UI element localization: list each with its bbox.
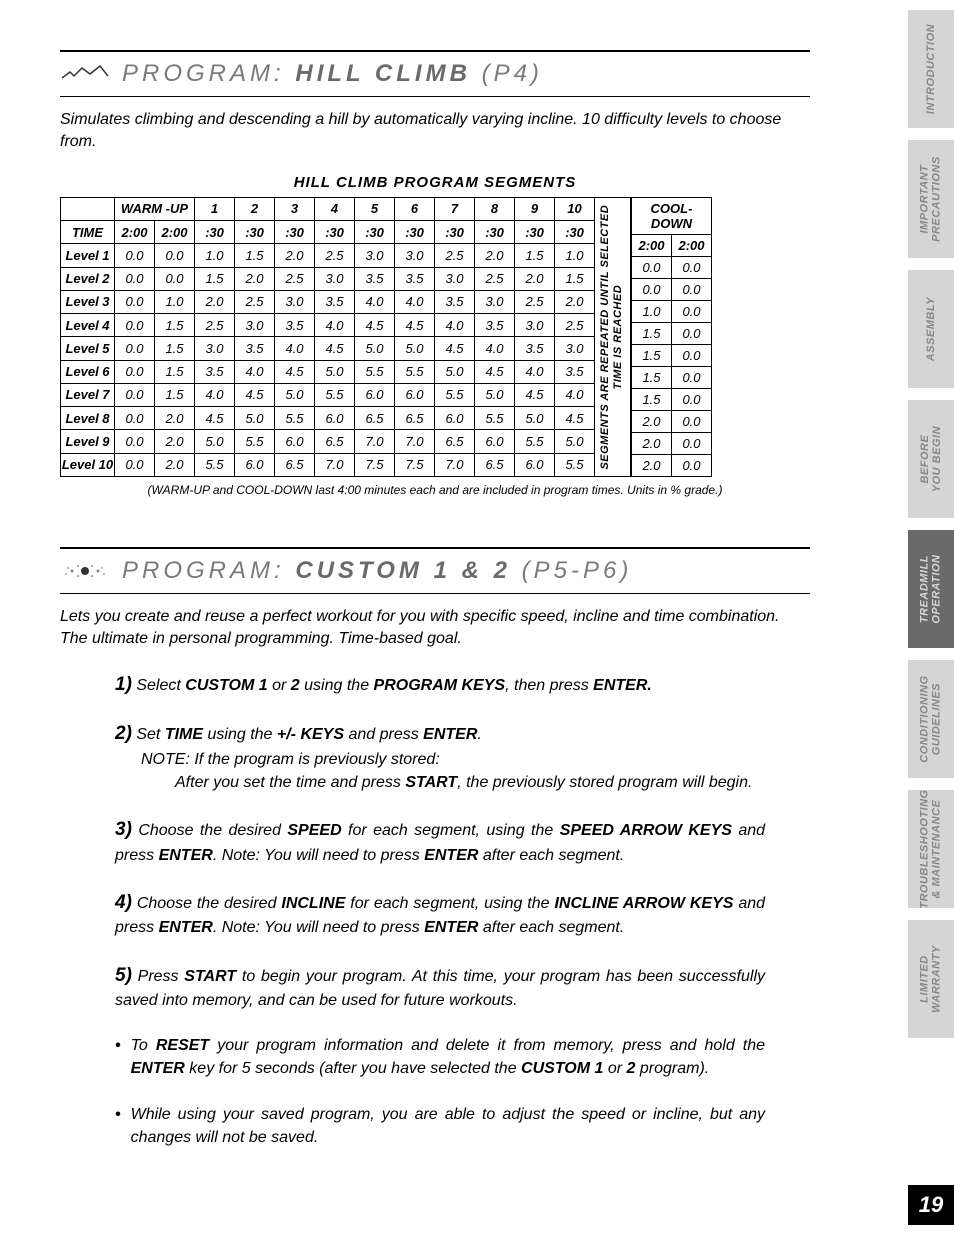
steps-list: 1) Select CUSTOM 1 or 2 using the PROGRA… xyxy=(115,671,765,1149)
custom-icon xyxy=(60,561,110,581)
sidebar-tab[interactable]: LIMITEDWARRANTY xyxy=(908,920,954,1038)
sidebar-tab[interactable]: TROUBLESHOOTING& MAINTENANCE xyxy=(908,790,954,908)
step-2-note2: After you set the time and press START, … xyxy=(175,771,765,794)
section2-description: Lets you create and reuse a perfect work… xyxy=(60,606,810,651)
bullet-2: • While using your saved program, you ar… xyxy=(115,1103,765,1149)
repeat-text-2: TIME IS REACHED xyxy=(613,284,625,389)
segments-table-wrap: WARM -UP12345678910TIME2:002:00:30:30:30… xyxy=(60,197,810,477)
section2-title-prefix: PROGRAM: xyxy=(122,557,285,584)
section2-title-main: CUSTOM 1 & 2 xyxy=(295,557,511,584)
step-4-num: 4) xyxy=(115,892,132,913)
sidebar-tab[interactable]: IMPORTANTPRECAUTIONS xyxy=(908,140,954,258)
step-2-num: 2) xyxy=(115,723,132,744)
step-3-num: 3) xyxy=(115,819,132,840)
bullet-1: • To RESET your program information and … xyxy=(115,1034,765,1080)
section1-title-code: (P4) xyxy=(482,60,543,87)
repeat-text-1: SEGMENTS ARE REPEATED UNTIL SELECTED xyxy=(599,204,611,469)
section1-header: PROGRAM: HILL CLIMB (P4) xyxy=(60,50,810,97)
hill-icon xyxy=(60,64,110,84)
step-2-note1: NOTE: If the program is previously store… xyxy=(141,748,765,771)
repeat-cell: SEGMENTS ARE REPEATED UNTIL SELECTED TIM… xyxy=(595,197,631,477)
sidebar-tab[interactable]: ASSEMBLY xyxy=(908,270,954,388)
step-2: 2) Set TIME using the +/- KEYS and press… xyxy=(115,720,765,794)
table-footnote: (WARM-UP and COOL-DOWN last 4:00 minutes… xyxy=(60,483,810,497)
section1-title: PROGRAM: HILL CLIMB (P4) xyxy=(122,60,543,88)
section2-title: PROGRAM: CUSTOM 1 & 2 (P5-P6) xyxy=(122,557,632,585)
table-title: HILL CLIMB PROGRAM SEGMENTS xyxy=(60,174,810,191)
step-4: 4) Choose the desired INCLINE for each s… xyxy=(115,889,765,940)
sidebar-tab[interactable]: TREADMILLOPERATION xyxy=(908,530,954,648)
sidebar-tabs: INTRODUCTION IMPORTANTPRECAUTIONS ASSEMBLY… xyxy=(908,10,954,1038)
sidebar-tab[interactable]: INTRODUCTION xyxy=(908,10,954,128)
section2-title-code: (P5-P6) xyxy=(522,557,633,584)
page-number: 19 xyxy=(908,1185,954,1225)
step-5: 5) Press START to begin your program. At… xyxy=(115,962,765,1013)
step-1-num: 1) xyxy=(115,674,132,695)
section1-title-main: HILL CLIMB xyxy=(295,60,471,87)
step-1: 1) Select CUSTOM 1 or 2 using the PROGRA… xyxy=(115,671,765,699)
section1-description: Simulates climbing and descending a hill… xyxy=(60,109,810,154)
sidebar-tab[interactable]: CONDITIONINGGUIDELINES xyxy=(908,660,954,778)
section1-title-prefix: PROGRAM: xyxy=(122,60,285,87)
step-3: 3) Choose the desired SPEED for each seg… xyxy=(115,816,765,867)
section2-header: PROGRAM: CUSTOM 1 & 2 (P5-P6) xyxy=(60,547,810,594)
segments-table-main: WARM -UP12345678910TIME2:002:00:30:30:30… xyxy=(60,197,595,477)
step-5-num: 5) xyxy=(115,965,132,986)
sidebar-tab[interactable]: BEFOREYOU BEGIN xyxy=(908,400,954,518)
segments-table-cooldown: COOL-DOWN2:002:000.00.00.00.01.00.01.50.… xyxy=(631,197,712,477)
